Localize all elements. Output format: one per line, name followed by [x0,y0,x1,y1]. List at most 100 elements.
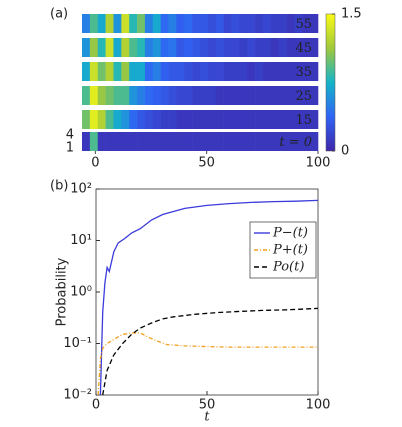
heat-cell [105,110,114,129]
legend-label: P+(t) [272,243,308,258]
x-tick-label: 0 [91,156,99,171]
heat-cell [310,14,319,33]
heat-cell [121,14,130,33]
legend-label: P−(t) [272,226,308,241]
heat-cell [294,14,303,33]
x-tick-label: 100 [306,156,331,171]
legend-label: Po(t) [272,260,304,275]
heat-cell [215,62,224,81]
heat-cell [239,62,248,81]
heat-cell [105,38,114,57]
y-tick-label: 10² [70,182,92,197]
heat-cell [207,14,217,33]
heat-cell [121,110,130,129]
heat-cell [89,132,99,151]
heat-cell [176,110,185,129]
heat-cell [168,110,177,129]
heat-cell [286,110,295,129]
heat-cell [255,110,264,129]
heat-cell [152,132,161,151]
strip-label: t = 0 [279,135,312,150]
heat-cell [239,110,248,129]
heat-cell [192,14,201,33]
heat-cell [113,86,122,105]
heat-cell [168,38,177,57]
heat-cell [160,110,169,129]
heat-cell [89,62,99,81]
heat-cell [231,38,240,57]
heat-cell [113,62,122,81]
heat-cell [192,110,201,129]
legend-box [249,221,317,279]
heat-cell [302,14,311,33]
heat-cell [184,62,193,81]
heat-cell [294,62,303,81]
heat-cell [129,132,138,151]
heat-cell [215,132,224,151]
heat-cell [278,62,287,81]
heat-cell [302,38,311,57]
y-tick-label: 10⁰ [70,285,92,300]
heat-cell [144,132,154,151]
strip-label: 25 [295,89,312,104]
heat-cell [152,62,161,81]
heat-cell [97,62,106,81]
heat-cell [255,62,264,81]
heat-cell [270,38,279,57]
heat-cell [223,86,232,105]
heat-cell [105,132,114,151]
heat-cell [168,62,177,81]
heat-cell [247,14,256,33]
heat-cell [176,62,185,81]
heat-cell [278,14,287,33]
heat-cell [207,132,217,151]
heat-cell [82,38,91,57]
y-tick-label: 10⁻¹ [63,336,92,351]
heat-cell [278,38,287,57]
heat-cell [247,110,256,129]
heat-cell [160,86,169,105]
heat-cell [255,132,264,151]
heat-cell [160,132,169,151]
series-line [102,307,319,396]
heat-cell [192,132,201,151]
heat-cell [168,86,177,105]
heat-cell [137,110,146,129]
heat-cell [105,62,114,81]
heat-cell [137,132,146,151]
heat-cell [231,86,240,105]
heat-cell [184,132,193,151]
heat-cell [121,62,130,81]
heat-cell [270,62,279,81]
heat-cell [121,86,130,105]
strip-label: 15 [295,113,312,128]
heat-cell [192,62,201,81]
heat-cell [286,62,295,81]
heat-cell [89,86,99,105]
panel-label: (a) [50,7,68,22]
heat-cell [286,86,295,105]
heat-cell [262,62,272,81]
x-tick-label: 100 [306,398,331,413]
heat-cell [184,110,193,129]
heat-cell [270,86,279,105]
heat-cell [231,132,240,151]
heat-cell [97,38,106,57]
y-tick-label: 10¹ [70,233,92,248]
heat-cell [239,14,248,33]
heat-cell [144,110,154,129]
colorbar [325,13,336,152]
heat-cell [129,38,138,57]
heat-cell [192,86,201,105]
heat-cell [200,14,209,33]
heat-cell [176,38,185,57]
heat-cell [278,86,287,105]
heat-cell [192,38,201,57]
heat-cell [97,86,106,105]
heat-cell [137,86,146,105]
heat-cell [262,38,272,57]
heat-cell [286,38,295,57]
heat-cell [239,132,248,151]
y-axis-label: Probability [55,257,70,326]
heat-cell [247,86,256,105]
